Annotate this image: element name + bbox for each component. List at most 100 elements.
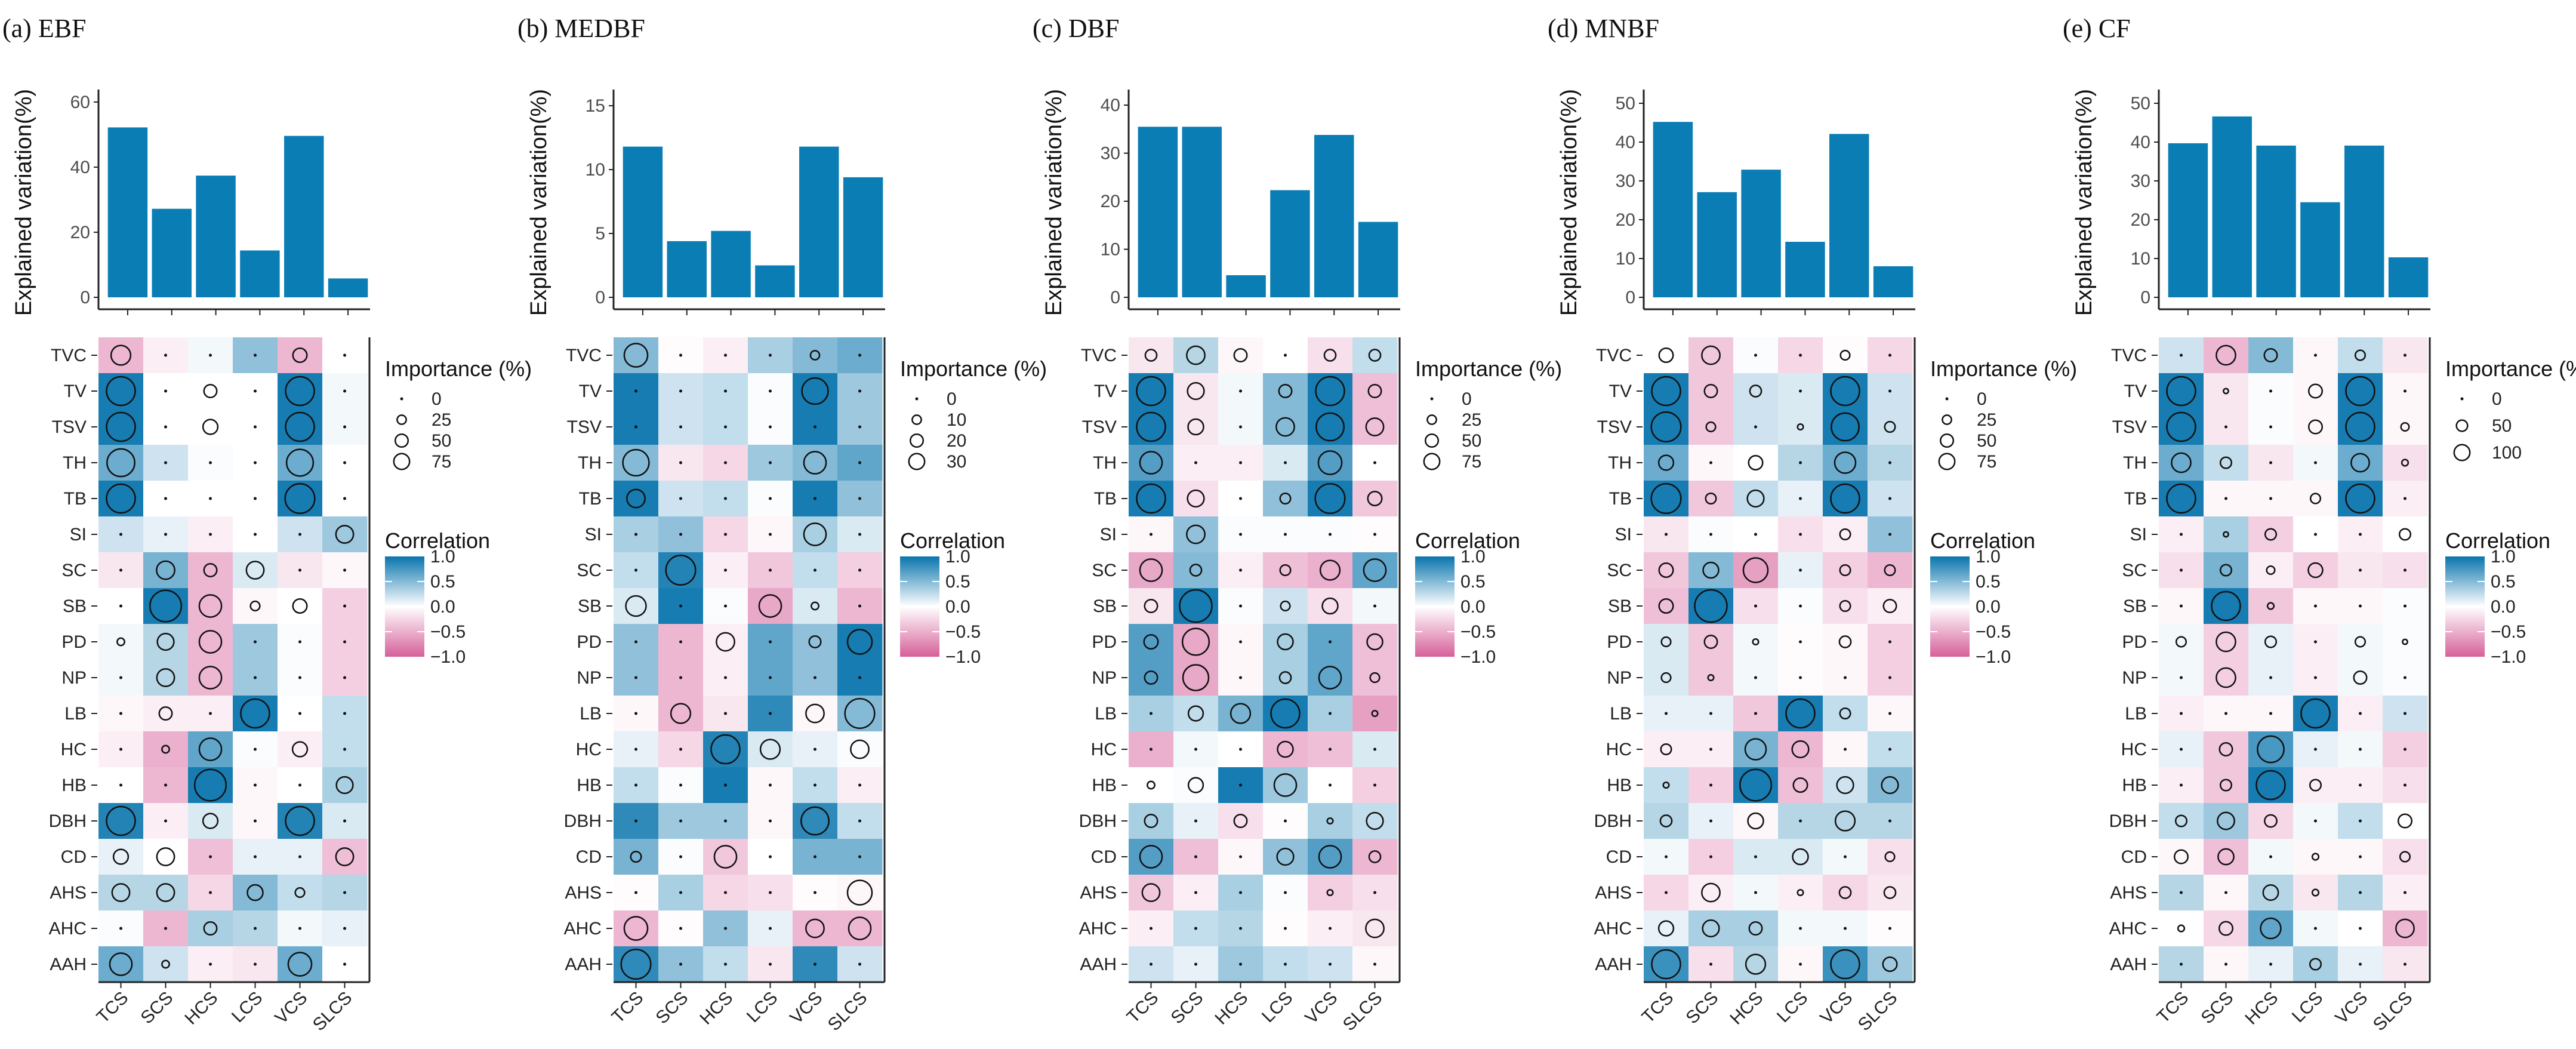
bar-scs: [1182, 127, 1222, 298]
col-label: SCS: [652, 988, 692, 1028]
heatmap-cell: [143, 696, 189, 732]
row-label: TSV: [1082, 417, 1117, 437]
heatmap-cell: [1129, 660, 1174, 696]
heatmap-cell: [614, 839, 659, 875]
y-tick-label: 5: [595, 224, 605, 244]
importance-dot: [1284, 353, 1287, 357]
importance-dot: [2314, 461, 2317, 464]
importance-dot: [1373, 962, 1376, 966]
importance-circle: [1650, 482, 1682, 515]
importance-circle: [2350, 453, 2370, 473]
row-label: AHS: [565, 883, 602, 903]
importance-circle: [1315, 412, 1345, 442]
heatmap-cell: [2248, 875, 2294, 911]
importance-circle: [1831, 412, 1860, 442]
heatmap-cell: [2204, 588, 2249, 625]
importance-circle: [1139, 845, 1163, 869]
importance-circle: [1368, 349, 1382, 362]
heatmap-cell: [98, 946, 144, 983]
heatmap-cell: [1688, 481, 1734, 517]
y-tick-label: 50: [1616, 94, 1635, 113]
importance-circle: [106, 805, 136, 836]
heatmap-cell: [1644, 409, 1689, 445]
importance-dot: [1754, 604, 1757, 608]
importance-dot: [814, 962, 816, 966]
importance-dot: [769, 568, 772, 572]
col-label: SLCS: [824, 988, 871, 1035]
importance-dot: [724, 712, 727, 715]
importance-circle: [2211, 590, 2241, 622]
importance-dot: [1888, 819, 1891, 823]
importance-circle: [1658, 598, 1674, 614]
y-tick-label: 0: [1625, 288, 1635, 307]
heatmap-cell: [1778, 696, 1823, 732]
importance-circle: [1187, 382, 1205, 401]
heatmap-cell: [143, 946, 189, 983]
importance-circle: [203, 384, 218, 398]
importance-dot: [343, 389, 346, 393]
row-label: PD: [61, 632, 87, 652]
importance-circle: [1141, 883, 1161, 902]
importance-dot: [1799, 604, 1802, 608]
importance-circle: [1834, 451, 1857, 474]
heatmap-cell: [322, 839, 368, 875]
y-tick-label: 20: [1616, 210, 1635, 230]
importance-dot: [814, 425, 816, 429]
heatmap-cell: [1352, 839, 1398, 875]
heatmap: TVC TV TSV TH TB SI SC SB PD NP LB HC HB DBH CD AHS AHC A…: [2109, 337, 2431, 1035]
importance-circle: [1748, 921, 1763, 936]
importance-circle: [630, 850, 642, 863]
importance-dot: [254, 962, 257, 966]
importance-dot: [1844, 927, 1847, 930]
importance-dot: [679, 497, 682, 500]
row-label: SB: [1608, 596, 1632, 616]
importance-circle: [2311, 853, 2320, 861]
heatmap-cell: [1308, 803, 1353, 839]
importance-circle: [2216, 631, 2236, 653]
importance-dot: [769, 712, 772, 715]
heatmap-cell: [188, 552, 233, 589]
importance-circle: [193, 768, 227, 802]
importance-circle: [1694, 589, 1728, 623]
heatmap-cell: [2248, 588, 2294, 625]
importance-dot: [1284, 891, 1287, 894]
panel-title: (c) DBF: [1033, 14, 1119, 43]
importance-dot: [1239, 461, 1242, 464]
colorbar-label: 0.0: [945, 597, 970, 617]
heatmap-cell: [1823, 588, 1868, 625]
importance-circle: [1144, 670, 1158, 685]
row-label: TH: [2123, 453, 2147, 473]
importance-circle: [198, 594, 223, 618]
importance-dot: [298, 640, 301, 644]
heatmap-cell: [1308, 552, 1353, 589]
importance-circle: [2260, 917, 2282, 940]
importance-dot: [343, 712, 346, 715]
heatmap-cell: [2338, 481, 2383, 517]
importance-circle: [1318, 845, 1342, 869]
importance-circle: [1662, 781, 1670, 789]
bar-slcs: [1358, 222, 1398, 297]
importance-circle: [759, 739, 781, 760]
importance-circle: [1660, 672, 1672, 684]
importance-circle: [1839, 564, 1851, 577]
y-axis-label: Explained variation(%): [1557, 89, 1582, 316]
correlation-legend-title: Correlation: [900, 528, 1005, 553]
heatmap-cell: [1644, 624, 1689, 660]
heatmap-cell: [1173, 373, 1219, 410]
importance-dot: [1329, 712, 1332, 715]
importance-dot: [2314, 676, 2317, 679]
importance-circle: [1367, 384, 1382, 398]
heatmap-cell: [2293, 373, 2338, 410]
importance-dot: [1150, 712, 1153, 715]
row-label: TB: [579, 489, 602, 509]
importance-circle: [2309, 779, 2322, 792]
importance-legend-label: 50: [432, 431, 451, 451]
row-label: LB: [1095, 704, 1117, 724]
importance-dot: [814, 783, 816, 787]
heatmap-cell: [2159, 803, 2204, 839]
heatmap-cell: [1352, 624, 1398, 660]
importance-dot: [209, 497, 212, 500]
colorbar-label: −1.0: [1460, 647, 1496, 667]
importance-circle: [335, 776, 354, 795]
